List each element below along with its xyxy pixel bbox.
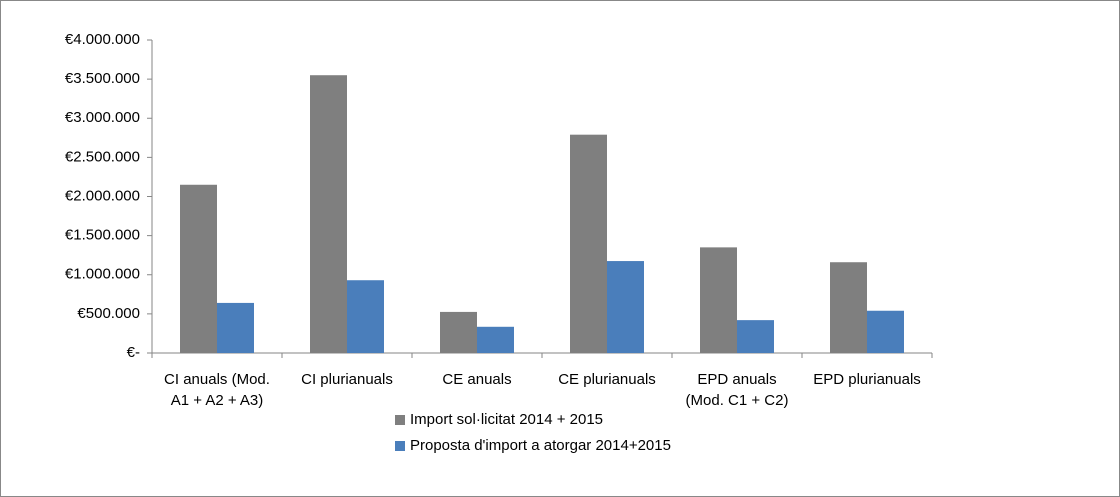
x-tick-label: EPD plurianuals: [813, 371, 921, 388]
legend-swatch: [395, 415, 405, 425]
bar: [570, 134, 607, 353]
legend-label: Proposta d'import a atorgar 2014+2015: [410, 437, 671, 454]
legend-swatch: [395, 441, 405, 451]
y-tick-label: €-: [127, 344, 140, 361]
bar: [347, 280, 384, 353]
y-tick-label: €2.000.000: [65, 187, 140, 204]
bar: [607, 261, 644, 353]
x-tick-label: CI anuals (Mod. A1 + A2 + A3): [164, 371, 270, 409]
bar: [867, 310, 904, 353]
y-tick-label: €3.500.000: [65, 70, 140, 87]
bar: [700, 247, 737, 353]
bar: [310, 75, 347, 354]
y-tick-label: €1.000.000: [65, 266, 140, 283]
bar: [477, 326, 514, 353]
x-tick-label: EPD anuals (Mod. C1 + C2): [685, 371, 789, 409]
x-tick-label: CE plurianuals: [558, 371, 656, 388]
bar: [180, 184, 217, 353]
bar: [440, 311, 477, 353]
y-tick-label: €3.000.000: [65, 109, 140, 126]
x-tick-label: CI plurianuals: [301, 371, 393, 388]
bar: [217, 302, 254, 353]
bar: [830, 262, 867, 353]
y-tick-label: €1.500.000: [65, 227, 140, 244]
y-tick-label: €500.000: [77, 305, 140, 322]
legend-label: Import sol·licitat 2014 + 2015: [410, 411, 603, 428]
x-tick-label: CE anuals: [442, 371, 512, 388]
y-tick-label: €4.000.000: [65, 31, 140, 48]
y-tick-label: €2.500.000: [65, 148, 140, 165]
bar: [737, 320, 774, 353]
